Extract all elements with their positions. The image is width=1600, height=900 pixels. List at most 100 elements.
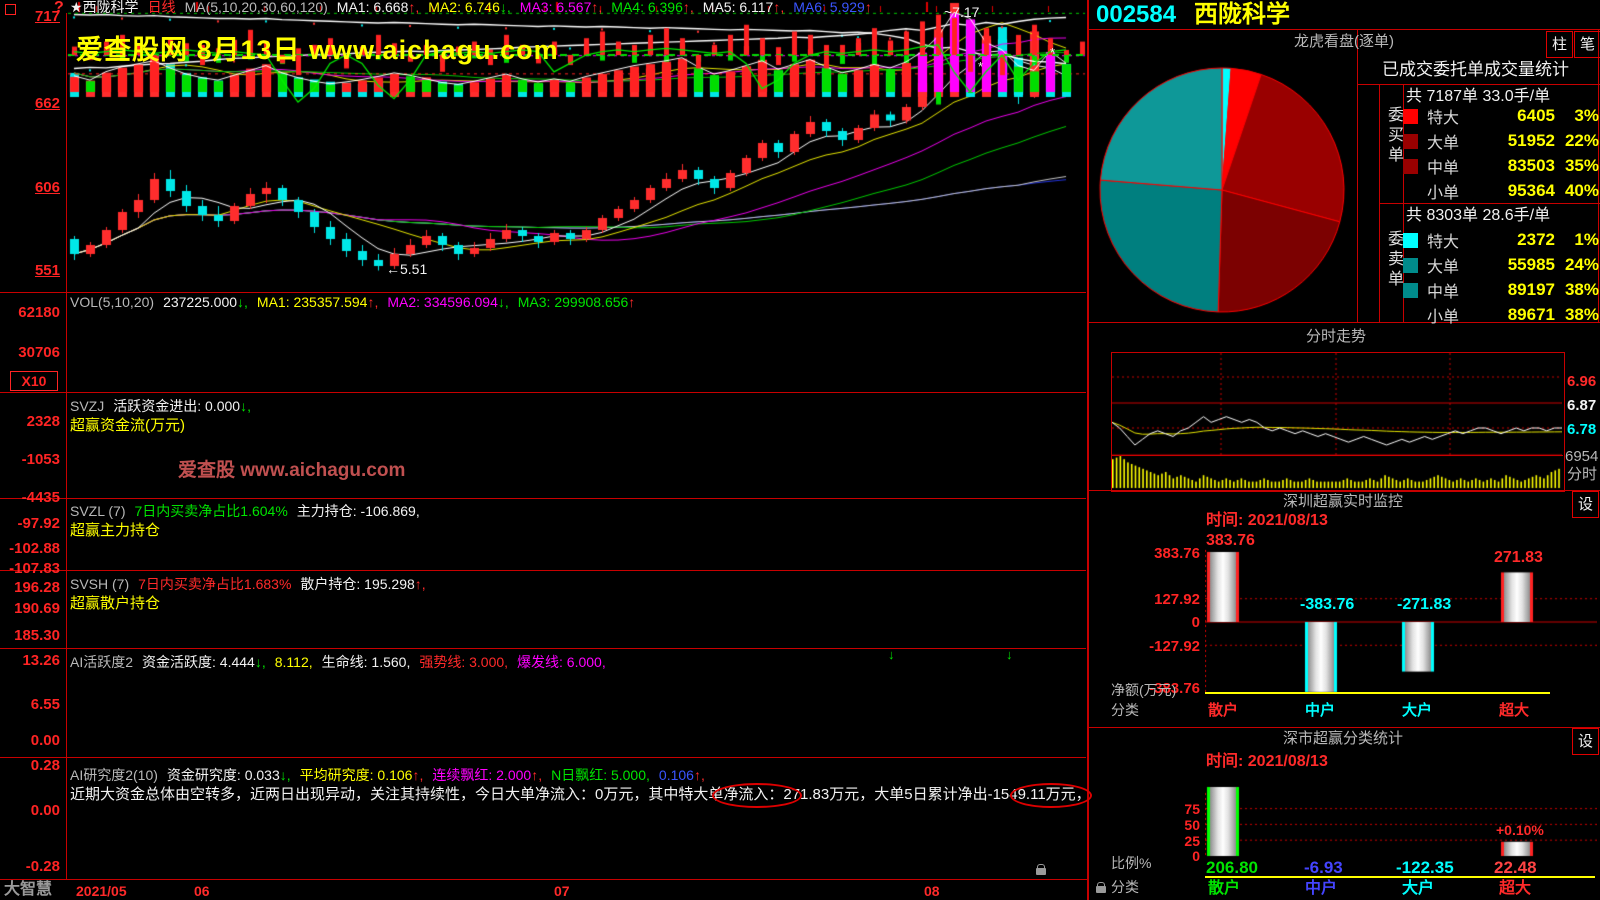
ma5-value: MA5: 6.117 [702,0,774,15]
ai-res-axis-label: 0.28 [30,757,60,774]
classify-x-label: 分类 [1111,879,1139,895]
buy-xlarge-swatch-icon [1403,108,1418,124]
svsh-name: SVSH (7) [70,576,130,592]
classify-time: 时间: 2021/08/13 [1206,753,1328,770]
buy-row-mid: 中单 83503 35% [1403,154,1599,178]
vol-ma3: MA3: 299908.656 [517,294,629,310]
lock-icon[interactable] [1036,864,1046,875]
monitor-settings-button[interactable]: 设 [1572,491,1599,518]
row-value: 89671 [1507,305,1555,324]
sell-side-label: 委卖单 [1385,230,1402,290]
stats-title-divider [1357,84,1600,85]
sell-row-small: 小单 89671 38% [1403,303,1599,327]
row-value: 51952 [1507,131,1555,150]
bar-mode-button[interactable]: 柱 [1546,31,1573,58]
right-panel-divider [1089,727,1600,728]
volume-header: VOL(5,10,20) 237225.000 ↓, MA1: 235357.59… [70,295,635,309]
watermark-banner: 爱查股网 8月13日 www.aichagu.com [76,35,559,65]
svzl-axis-label: -107.83 [9,560,60,577]
ai-res-axis-label: 0.00 [30,802,60,819]
lock-icon[interactable] [1096,882,1106,893]
sell-row-xlarge: 特大 2372 1% [1403,228,1599,252]
app-icon[interactable] [5,4,16,15]
svzj-arrow: ↓, [240,398,251,414]
ai-act-strong-line: 强势线: 3.000, [419,654,509,670]
vol-indicator-name: VOL(5,10,20) [70,294,155,310]
analysis-commentary: 近期大资金总体由空转多，近两日出现异动，关注其持续性，今日大单净流入：0万元，其… [70,786,1082,803]
period-label[interactable]: 日线 [147,0,176,15]
star-icon: ★ [70,0,83,15]
vol-ma1: MA1: 235357.594 [256,294,368,310]
bottom-axis-divider [0,879,1088,880]
signal-down-arrow-icon: ↓ [888,647,895,662]
panel-divider [0,392,1086,393]
row-pct: 3% [1574,106,1599,125]
ai-research-chart[interactable] [0,0,1088,122]
monitor-bar-value: -383.76 [1300,596,1355,613]
monitor-baseline [1205,692,1550,694]
ai-act-name: AI活跃度2 [70,654,134,670]
monitor-axis-label: -383.76 [1149,680,1200,697]
stock-title: 西陇科学 [82,0,139,15]
ai-act-axis-label: 0.00 [30,732,60,749]
panel-divider [0,570,1086,571]
classify-value: -6.93 [1304,858,1343,877]
low-price-annotation: ←5.51 [386,261,428,277]
svsh-axis-label: 196.28 [14,579,60,596]
classify-y-label: 比例% [1111,855,1152,871]
minute-chart-box [1111,352,1565,492]
svzl-highlight: 7日内买卖净占比1.604% [134,503,288,519]
row-label: 中单 [1427,284,1460,301]
vol-unit-box: X10 [10,371,58,391]
price-axis-label: 717 [34,8,60,25]
row-pct: 35% [1564,156,1599,175]
stock-name: 西陇科学 [1194,1,1290,28]
monitor-category: 中户 [1305,702,1336,719]
monitor-bar-chart[interactable] [1205,540,1597,698]
monitor-bar-value: 383.76 [1206,532,1255,549]
monitor-axis-label: -127.92 [1149,638,1200,655]
monitor-axis-label: 127.92 [1154,591,1200,608]
peak-price-annotation: ~7.17 [944,4,980,20]
svsh-axis-label: 190.69 [14,600,60,617]
ma4-arrow: ↑, [682,0,694,15]
classify-category: 中户 [1305,880,1338,897]
panel-divider [0,498,1086,499]
panel-divider [0,648,1086,649]
annotation-circle [712,783,802,808]
row-pct: 24% [1564,255,1599,274]
ma6-arrow: ↑ [864,0,872,15]
order-volume-pie-chart[interactable] [1096,62,1348,320]
classify-baseline [1205,876,1595,878]
ma2-arrow: ↓, [499,0,511,15]
price-axis-label: 662 [34,95,60,112]
minute-trend-chart[interactable] [1112,353,1562,490]
row-pct: 22% [1564,131,1599,150]
row-value: 2372 [1517,230,1555,249]
ma-params-label: MA(5,10,20,30,60,120) [184,0,328,15]
classify-axis-label: 75 [1184,801,1200,817]
vol-value: 237225.000 [163,294,238,310]
vol-ma1-arrow: ↑, [367,294,379,310]
ai-research-header: AI研究度2(10) 资金研究度: 0.033 ↓, 平均研究度: 0.106 ↑,… [70,768,705,782]
ma1-value: MA1: 6.668 [336,0,409,15]
row-label: 小单 [1427,185,1460,202]
chart-header: ★ 西陇科学 日线 MA(5,10,20,30,60,120) MA1: 6.66… [70,0,872,14]
svzj-subtitle: 超赢资金流(万元) [70,417,185,434]
classify-settings-button[interactable]: 设 [1572,728,1599,755]
buy-row-xlarge: 特大 6405 3% [1403,104,1599,128]
ma3-value: MA3: 6.567 [519,0,592,15]
pen-mode-button[interactable]: 笔 [1574,31,1600,58]
classify-value: 22.48 [1494,858,1537,877]
row-value: 89197 [1507,280,1555,299]
monitor-category: 超大 [1499,702,1530,719]
sell-row-large: 大单 55985 24% [1403,253,1599,277]
svzj-value: 活跃资金进出: 0.000 [113,398,241,414]
monitor-axis-label: 0 [1191,614,1200,631]
right-edge-border [1598,29,1599,322]
svzj-name: SVZJ [70,398,105,414]
classify-bar-chart[interactable] [1205,785,1597,860]
svzj-axis-label: -1053 [21,451,60,468]
help-icon[interactable]: ? [54,0,64,16]
